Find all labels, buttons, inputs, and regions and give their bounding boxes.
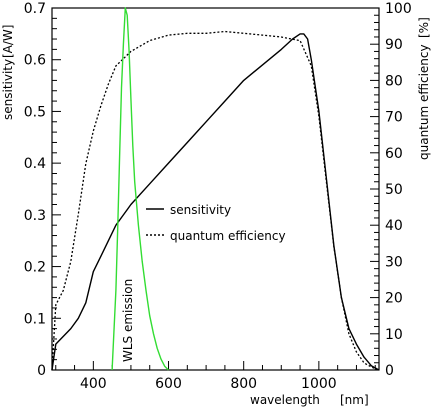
y-tick-label: 0.7 <box>24 1 46 17</box>
legend: sensitivity quantum efficiency <box>146 203 286 243</box>
series-group <box>51 7 380 371</box>
y-axis-unit: [A/W] <box>1 25 15 58</box>
series-sensitivity <box>51 33 380 371</box>
y2-tick-label: 20 <box>385 291 403 307</box>
y-tick-label: 0.6 <box>24 53 46 69</box>
annotation-wls-emission: WLS emission <box>121 279 135 362</box>
legend-label-sensitivity: sensitivity <box>170 203 231 217</box>
axis-tick-labels: 400 600 800 1000 0 0.1 0.2 0.3 0.4 0.5 0.6 0.7 0 10 20… <box>24 1 412 392</box>
y2-tick-label: 50 <box>385 182 403 198</box>
y-tick-label: 0.1 <box>24 311 46 327</box>
y2-tick-label: 100 <box>385 1 412 17</box>
y2-tick-label: 90 <box>385 37 403 53</box>
plot-border <box>51 7 380 371</box>
y2-tick-label: 10 <box>385 327 403 343</box>
y2-tick-label: 40 <box>385 218 403 234</box>
y-tick-label: 0.5 <box>24 104 46 120</box>
series-quantum-efficiency <box>51 30 380 371</box>
y2-axis-title: quantum efficiency <box>417 44 431 160</box>
y2-tick-label: 0 <box>385 363 394 379</box>
y2-axis-unit: [%] <box>417 17 431 38</box>
x-axis-title: wavelength <box>250 393 320 407</box>
plot-frame <box>51 7 380 371</box>
y2-tick-label: 30 <box>385 254 403 270</box>
x-tick-label: 800 <box>230 376 257 392</box>
legend-label-quantum-efficiency: quantum efficiency <box>170 229 286 243</box>
series-wls-emission <box>111 7 169 371</box>
axis-ticks <box>52 7 379 371</box>
x-axis-unit: [nm] <box>340 393 369 407</box>
x-tick-label: 400 <box>80 376 107 392</box>
y-tick-label: 0 <box>37 363 46 379</box>
y-tick-label: 0.3 <box>24 208 46 224</box>
y2-tick-label: 70 <box>385 110 403 126</box>
y2-tick-label: 60 <box>385 146 403 162</box>
y-tick-label: 0.4 <box>24 156 46 172</box>
y-tick-label: 0.2 <box>24 260 46 276</box>
x-tick-label: 1000 <box>301 376 337 392</box>
y2-tick-label: 80 <box>385 73 403 89</box>
x-tick-label: 600 <box>155 376 182 392</box>
y-axis-title: sensitivity <box>1 59 15 120</box>
